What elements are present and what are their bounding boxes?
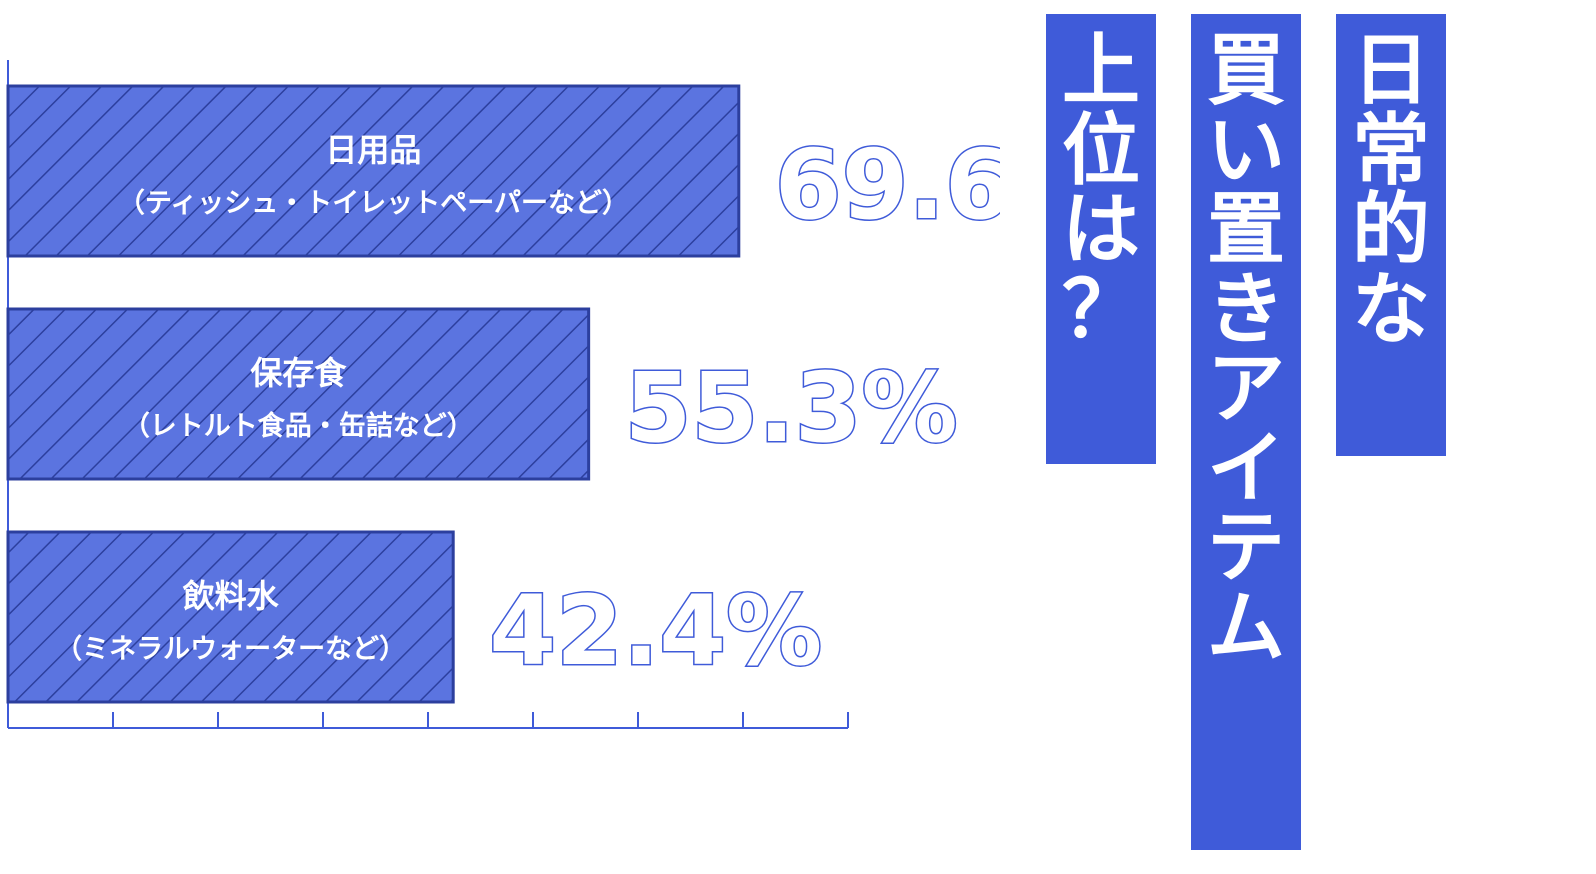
bar-value-label: 55.3% (625, 352, 958, 464)
bar-category-detail: （ミネラルウォーターなど） (55, 634, 406, 665)
title-line-3: 上位は？ (1046, 14, 1156, 464)
bar (6, 84, 741, 258)
title-line-2: 買い置きアイテム (1191, 14, 1301, 850)
title-line-1: 日常的な (1336, 14, 1446, 456)
title-line-2-text: 買い置きアイテム (1206, 26, 1285, 673)
bar-category-detail: （ティッシュ・トイレットペーパーなど） (118, 188, 629, 219)
bar (6, 530, 455, 704)
bar-value-label: 42.4% (489, 575, 822, 687)
bar-chart: 日用品 （ティッシュ・トイレットペーパーなど） 69.6% 保存食 （レトルト食品・缶詰… (6, 60, 1000, 729)
bar-value-label: 69.6% (775, 129, 1000, 241)
chart-bars: 日用品 （ティッシュ・トイレットペーパーなど） 69.6% 保存食 （レトルト食品・缶詰… (6, 84, 1000, 704)
title-line-3-text: 上位は？ (1061, 26, 1140, 355)
title-line-1-text: 日常的な (1351, 26, 1430, 355)
bar-category-label: 飲料水 (183, 577, 280, 615)
bar-category-label: 保存食 (250, 354, 347, 392)
bar-category-label: 日用品 (325, 131, 421, 169)
bar (6, 307, 591, 481)
bar-category-detail: （レトルト食品・缶詰など） (123, 410, 474, 442)
